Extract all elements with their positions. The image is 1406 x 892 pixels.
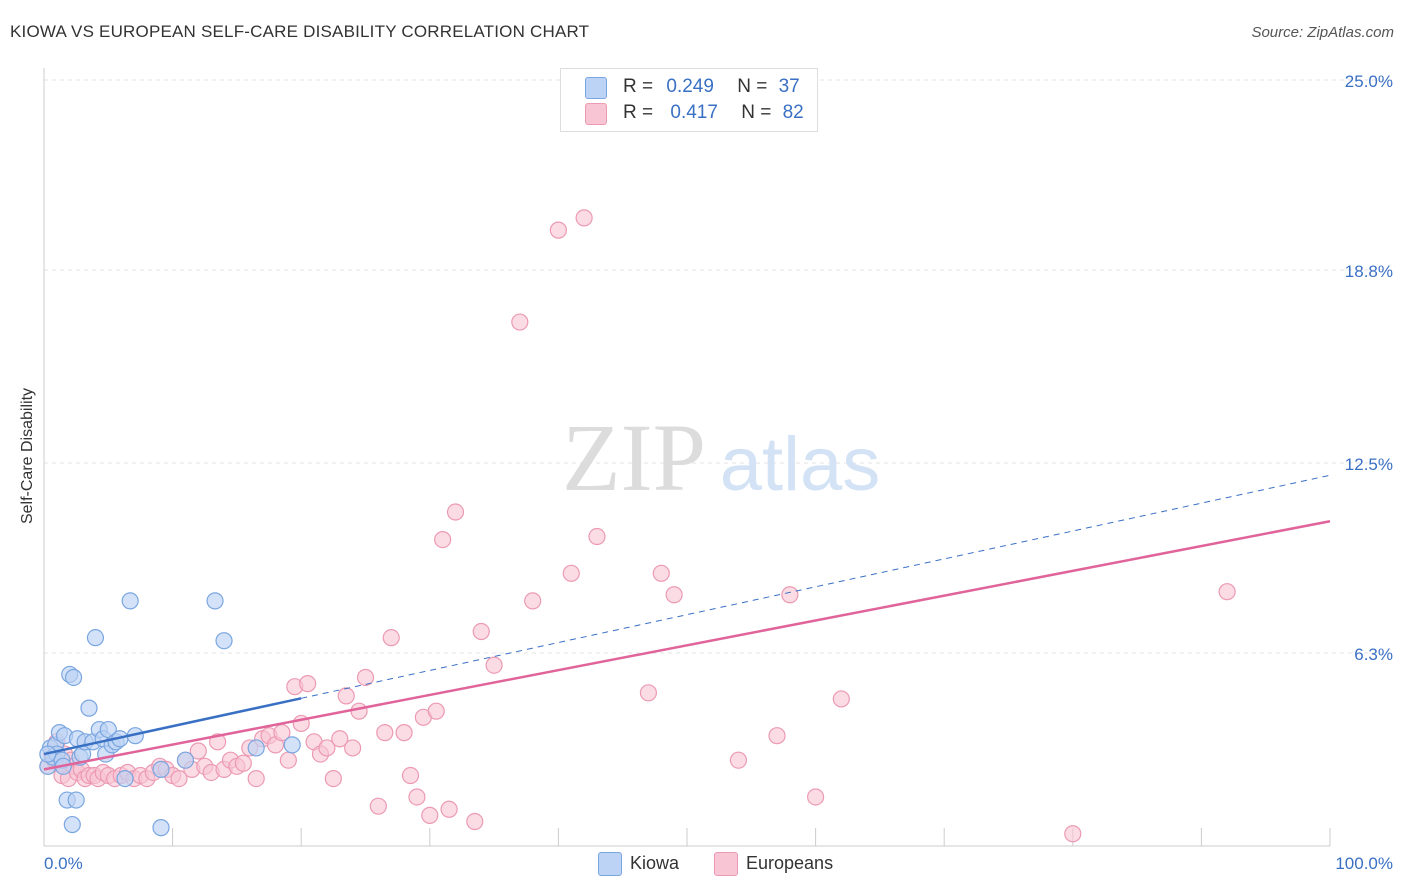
europeans-point xyxy=(247,769,265,788)
kiowa-legend-swatch xyxy=(598,852,622,876)
europeans-point xyxy=(344,739,362,757)
kiowa-point xyxy=(215,632,233,650)
europeans-point xyxy=(588,527,606,546)
europeans-point xyxy=(324,769,342,788)
europeans-point xyxy=(427,702,445,720)
y-tick-label: 6.3% xyxy=(1354,645,1393,664)
europeans-point xyxy=(189,742,207,760)
europeans-point xyxy=(511,313,529,331)
watermark-zip: ZIP xyxy=(562,404,706,511)
europeans-point xyxy=(299,675,317,693)
correlation-legend: R = 0.249 N = 37 R = 0.417 N = 82 xyxy=(560,68,818,132)
legend-row-europeans: R = 0.417 N = 82 xyxy=(585,101,804,125)
legend-n-label: N = xyxy=(737,76,768,97)
europeans-point xyxy=(768,727,786,745)
gridlines xyxy=(44,79,1394,654)
europeans-point xyxy=(549,221,568,239)
legend-n-label: N = xyxy=(741,102,772,123)
watermark-atlas: atlas xyxy=(720,422,881,507)
europeans-point xyxy=(472,622,490,641)
chart-title: KIOWA VS EUROPEAN SELF-CARE DISABILITY C… xyxy=(10,22,590,41)
y-tick-label: 12.5% xyxy=(1345,455,1393,474)
kiowa-point xyxy=(116,769,134,788)
europeans-point xyxy=(401,766,420,785)
legend-r-value: 0.249 xyxy=(666,76,714,97)
kiowa-point xyxy=(247,739,265,757)
europeans-points xyxy=(39,209,1236,843)
europeans-point xyxy=(279,751,297,769)
europeans-point xyxy=(832,690,850,708)
europeans-point xyxy=(434,530,452,549)
europeans-legend-label: Europeans xyxy=(746,852,834,873)
kiowa-point xyxy=(152,760,170,779)
europeans-point xyxy=(395,724,413,742)
europeans-point xyxy=(781,586,799,604)
legend-r-label: R = xyxy=(623,76,654,97)
series-legend-kiowa[interactable]: Kiowa xyxy=(598,852,679,876)
europeans-point xyxy=(665,586,683,604)
series-legend-europeans[interactable]: Europeans xyxy=(714,852,833,876)
europeans-point xyxy=(485,656,503,674)
europeans-legend-swatch xyxy=(714,852,738,876)
europeans-point xyxy=(331,730,349,748)
europeans-point xyxy=(369,797,387,815)
europeans-point xyxy=(652,564,670,582)
legend-n-value: 82 xyxy=(782,102,804,123)
europeans-point xyxy=(318,739,336,757)
kiowa-trend-line xyxy=(43,697,302,756)
kiowa-point xyxy=(283,736,301,754)
europeans-point xyxy=(337,687,355,705)
x-tick-label: 0.0% xyxy=(44,854,83,873)
europeans-point xyxy=(350,702,368,720)
europeans-point xyxy=(446,503,465,521)
tick-labels: 6.3% 12.5% 18.8% 25.0% 0.0% 100.0% xyxy=(44,72,1393,873)
legend-r-value: 0.417 xyxy=(670,102,718,123)
legend-row-kiowa: R = 0.249 N = 37 xyxy=(585,75,800,99)
europeans-point xyxy=(466,812,484,831)
europeans-point xyxy=(639,684,658,702)
kiowa-point xyxy=(63,815,81,834)
europeans-point xyxy=(440,800,458,818)
europeans-point xyxy=(524,592,542,610)
europeans-swatch xyxy=(585,103,607,125)
kiowa-swatch xyxy=(585,77,607,99)
kiowa-point xyxy=(176,751,195,769)
europeans-point xyxy=(562,564,580,582)
europeans-point xyxy=(382,629,400,647)
y-tick-label: 18.8% xyxy=(1345,262,1393,281)
europeans-point xyxy=(408,788,426,806)
europeans-point xyxy=(376,724,394,742)
legend-r-label: R = xyxy=(623,102,654,123)
kiowa-point xyxy=(121,592,139,610)
kiowa-points xyxy=(39,592,301,837)
kiowa-point xyxy=(67,791,85,809)
axes xyxy=(43,68,1331,847)
source-label: Source: ZipAtlas.com xyxy=(1251,24,1394,41)
trend-lines xyxy=(43,474,1331,771)
europeans-point xyxy=(234,754,252,772)
europeans-point xyxy=(729,751,748,769)
europeans-trend-line xyxy=(43,519,1331,771)
europeans-point xyxy=(356,668,375,687)
legend-n-value: 37 xyxy=(778,76,800,97)
x-tick-label: 100.0% xyxy=(1335,854,1393,873)
europeans-point xyxy=(806,788,825,806)
europeans-point xyxy=(1218,583,1236,601)
kiowa-point xyxy=(64,668,83,687)
y-tick-label: 25.0% xyxy=(1345,72,1393,91)
europeans-point xyxy=(421,806,439,824)
europeans-point xyxy=(575,209,593,227)
kiowa-point xyxy=(152,819,170,837)
kiowa-point xyxy=(80,699,98,717)
europeans-point xyxy=(170,769,188,788)
kiowa-legend-label: Kiowa xyxy=(630,852,680,873)
kiowa-point xyxy=(206,592,224,610)
europeans-point xyxy=(1064,825,1082,843)
kiowa-point xyxy=(86,629,105,647)
